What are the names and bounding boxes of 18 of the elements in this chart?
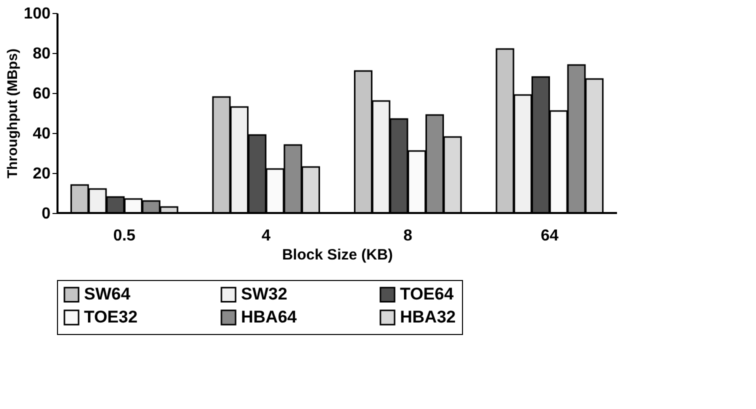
legend-label: SW32 bbox=[241, 284, 288, 304]
y-tick-label: 100 bbox=[24, 6, 51, 22]
y-tick-label: 0 bbox=[42, 206, 51, 222]
y-tick-label: 60 bbox=[32, 86, 51, 102]
x-tick-label: 64 bbox=[540, 228, 559, 244]
x-tick-label: 8 bbox=[403, 228, 412, 244]
legend-label: SW64 bbox=[84, 284, 131, 304]
y-tick-label: 20 bbox=[32, 166, 51, 182]
x-tick-label: 0.5 bbox=[113, 228, 136, 244]
x-axis-title: Block Size (KB) bbox=[282, 246, 393, 264]
legend-label: TOE64 bbox=[400, 284, 454, 304]
y-tick-label: 40 bbox=[32, 126, 51, 142]
legend-label: HBA32 bbox=[400, 308, 456, 326]
legend-label: TOE32 bbox=[84, 308, 138, 326]
x-tick-label: 4 bbox=[262, 228, 271, 244]
y-tick-label: 80 bbox=[32, 46, 51, 62]
y-axis-title: Throughput (MBps) bbox=[4, 48, 20, 178]
legend-label: HBA64 bbox=[241, 308, 298, 326]
